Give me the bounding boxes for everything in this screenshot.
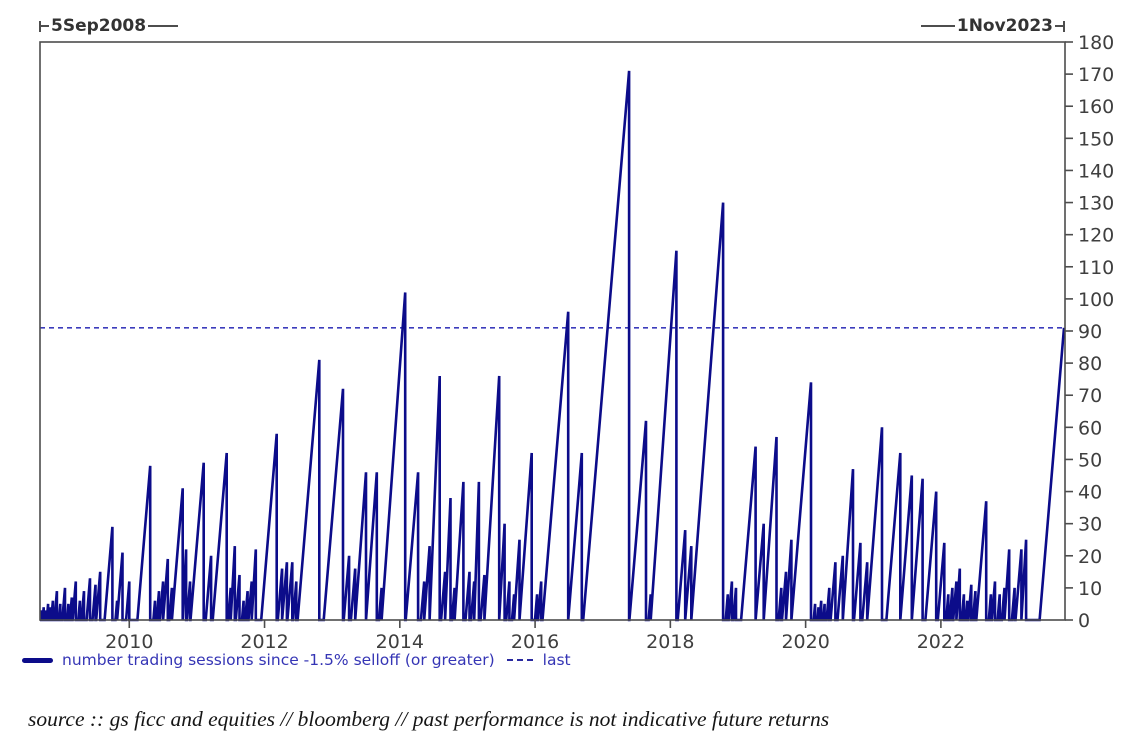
end-date-label: 1Nov2023 xyxy=(956,16,1053,36)
start-line xyxy=(41,25,49,27)
start-trailing-line xyxy=(148,25,179,27)
y-tick-label: 100 xyxy=(1078,289,1114,311)
dash-segment xyxy=(506,658,513,662)
y-tick-label: 50 xyxy=(1078,449,1102,471)
y-tick-label: 110 xyxy=(1078,257,1114,279)
date-range-start-marker: 5Sep2008 xyxy=(39,16,179,36)
y-tick-label: 170 xyxy=(1078,64,1114,86)
y-tick-label: 130 xyxy=(1078,193,1114,215)
y-tick-label: 90 xyxy=(1078,321,1102,343)
x-tick-label: 2012 xyxy=(240,631,288,653)
legend: number trading sessions since -1.5% sell… xyxy=(22,651,571,669)
series-line-swatch xyxy=(22,657,53,663)
dash-segment xyxy=(516,658,523,662)
sessions-series-line xyxy=(39,70,1066,622)
start-tick-bar xyxy=(39,20,41,32)
start-date-label: 5Sep2008 xyxy=(51,16,147,36)
x-tick-label: 2022 xyxy=(917,631,965,653)
y-tick-label: 160 xyxy=(1078,96,1114,118)
y-tick-label: 80 xyxy=(1078,353,1102,375)
source-footnote: source :: gs ficc and equities // bloomb… xyxy=(28,707,830,731)
date-range-end-marker: 1Nov2023 xyxy=(920,16,1065,36)
y-tick-label: 10 xyxy=(1078,578,1102,600)
x-tick-label: 2016 xyxy=(511,631,559,653)
y-tick-label: 120 xyxy=(1078,225,1114,247)
x-tick-label: 2014 xyxy=(376,631,424,653)
y-tick-label: 0 xyxy=(1078,610,1090,632)
x-tick-label: 2010 xyxy=(105,631,153,653)
end-leading-line xyxy=(920,25,955,27)
x-tick-label: 2018 xyxy=(646,631,694,653)
end-tick-bar xyxy=(1063,20,1065,32)
y-tick-label: 140 xyxy=(1078,160,1114,182)
x-tick-label: 2020 xyxy=(781,631,829,653)
y-tick-label: 150 xyxy=(1078,128,1114,150)
y-tick-label: 20 xyxy=(1078,546,1102,568)
end-line xyxy=(1055,25,1063,27)
y-tick-label: 180 xyxy=(1078,32,1114,54)
series-legend-label: number trading sessions since -1.5% sell… xyxy=(62,651,495,669)
last-legend-label: last xyxy=(542,651,571,669)
y-tick-label: 30 xyxy=(1078,514,1102,536)
y-tick-label: 70 xyxy=(1078,385,1102,407)
dash-segment xyxy=(526,658,533,662)
y-tick-label: 40 xyxy=(1078,482,1102,504)
last-dashed-swatch xyxy=(506,658,533,662)
y-tick-label: 60 xyxy=(1078,417,1102,439)
